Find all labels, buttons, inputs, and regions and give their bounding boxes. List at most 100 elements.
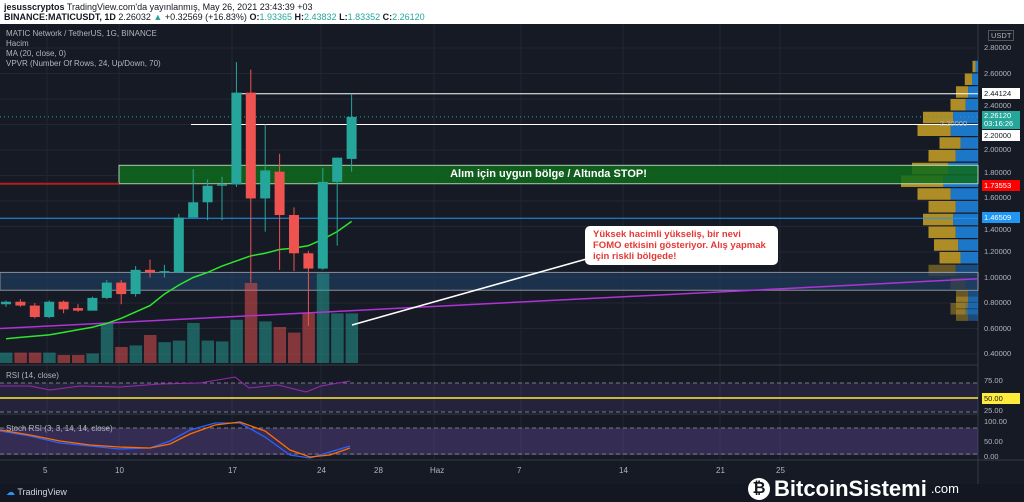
candle-body — [15, 301, 26, 306]
volume-bar — [316, 273, 330, 363]
vpvr-up-bar — [953, 111, 978, 124]
trend-line — [0, 278, 979, 330]
stop-tag: 1.73553 — [982, 180, 1020, 191]
vpvr-up-bar — [972, 73, 978, 85]
legend-volume[interactable]: Hacim — [6, 39, 29, 48]
callout-note: Yüksek hacimli yükseliş, bir nevi FOMO e… — [585, 226, 778, 265]
vpvr-down-bar — [928, 226, 956, 238]
volume-bar — [201, 340, 215, 363]
candle-body — [101, 282, 112, 298]
candle-body — [332, 157, 343, 182]
support-tag: 1.46509 — [982, 212, 1020, 223]
legend-ma[interactable]: MA (20, close, 0) — [6, 49, 67, 58]
vpvr-down-bar — [917, 188, 951, 200]
watermark-name: BitcoinSistemi — [774, 476, 927, 501]
bitcoin-logo-icon: ₿ — [748, 478, 770, 500]
candle-body — [173, 217, 184, 273]
volume-bar — [244, 283, 258, 363]
vpvr-down-bar — [928, 201, 956, 213]
vpvr-down-bar — [939, 252, 961, 264]
candle-body — [29, 305, 40, 318]
level-tag: 2.20000 — [982, 130, 1020, 141]
stoch-band — [0, 428, 978, 455]
stoch-tick-100: 100.00 — [984, 417, 1007, 426]
vpvr-down-bar — [956, 290, 969, 302]
candle-body — [145, 269, 155, 273]
candle-body — [217, 184, 227, 186]
volume-bar — [216, 341, 229, 363]
candle-body — [58, 301, 69, 310]
candle-body — [317, 181, 328, 269]
vpvr-up-bar — [955, 264, 978, 277]
date-tick: 14 — [619, 466, 628, 475]
volume-bar — [115, 347, 128, 363]
date-tick: Haz — [430, 466, 445, 475]
tradingview-brand[interactable]: TradingView — [17, 487, 67, 497]
vpvr-down-bar — [972, 60, 976, 73]
candle-body — [202, 185, 213, 203]
legend-rsi[interactable]: RSI (14, close) — [6, 371, 59, 380]
high-tag: 2.44124 — [982, 88, 1020, 99]
legend-title: MATIC Network / TetherUS, 1G, BINANCE — [6, 29, 157, 38]
volume-bar — [0, 352, 13, 363]
callout-pointer — [351, 257, 591, 326]
h-label: H: — [294, 12, 305, 22]
vpvr-up-bar — [955, 201, 978, 213]
rsi-tick-25: 25.00 — [984, 406, 1003, 415]
buy-zone-label: Alım için uygun bölge / Altında STOP! — [450, 168, 647, 180]
date-tick: 5 — [43, 466, 48, 475]
vpvr-up-bar — [958, 239, 978, 251]
price-chart[interactable] — [0, 0, 1024, 484]
candle-body — [231, 92, 242, 185]
legend-stoch[interactable]: Stoch RSI (3, 3, 14, 14, close) — [6, 424, 113, 433]
vpvr-up-bar — [975, 60, 978, 73]
o-label: O: — [249, 12, 260, 22]
price-tick: 1.00000 — [984, 272, 1012, 282]
vpvr-up-bar — [968, 296, 978, 309]
price-tick: 2.80000 — [984, 43, 1012, 52]
low: 1.83352 — [347, 12, 381, 22]
volume-bar — [28, 352, 42, 363]
date-tick: 7 — [517, 466, 522, 475]
price-tick: 0.80000 — [984, 298, 1012, 307]
last-price-tag-value: 2.26120 — [984, 111, 1012, 120]
publish-header: jesusscryptos TradingView.com'da yayınla… — [0, 0, 1024, 24]
price-tick: 0.40000 — [984, 349, 1012, 358]
volume-bar — [100, 323, 114, 363]
vpvr-down-bar — [928, 264, 956, 277]
vpvr-up-bar — [950, 188, 978, 200]
vpvr-up-bar — [960, 252, 978, 264]
volume-bar — [158, 342, 171, 363]
stoch-tick-0: 0.00 — [984, 452, 999, 461]
currency-label[interactable]: USDT — [988, 30, 1015, 41]
author[interactable]: jesusscryptos — [4, 2, 65, 12]
vpvr-up-bar — [960, 137, 978, 149]
chart-area[interactable] — [0, 24, 1024, 484]
price-tick: 1.80000 — [984, 168, 1012, 177]
vpvr-down-bar — [956, 309, 969, 321]
vpvr-down-bar — [950, 99, 966, 111]
date-tick: 10 — [115, 466, 124, 475]
legend-vpvr[interactable]: VPVR (Number Of Rows, 24, Up/Down, 70) — [6, 59, 161, 68]
volume-bar — [172, 340, 186, 363]
volume-bar — [187, 323, 200, 363]
candle-body — [87, 297, 98, 311]
high: 2.43832 — [304, 12, 337, 22]
vpvr-down-bar — [934, 239, 959, 251]
open: 1.93365 — [259, 12, 292, 22]
rsi-tick-75: 75.00 — [984, 376, 1003, 385]
date-tick: 24 — [317, 466, 326, 475]
volume-bar — [302, 313, 315, 363]
vpvr-up-bar — [968, 290, 978, 302]
watermark-domain: .com — [930, 481, 959, 496]
candle-body — [289, 215, 299, 254]
price-tick: 2.20000 — [940, 119, 968, 128]
candle-body — [274, 171, 285, 216]
candle-body — [1, 301, 11, 305]
volume-bar — [129, 345, 143, 363]
volume-bar — [72, 355, 85, 363]
rsi-tag: 50.00 — [982, 393, 1020, 404]
candle-body — [245, 92, 256, 199]
volume-bar — [331, 313, 344, 363]
up-arrow-icon: ▲ — [153, 12, 163, 22]
